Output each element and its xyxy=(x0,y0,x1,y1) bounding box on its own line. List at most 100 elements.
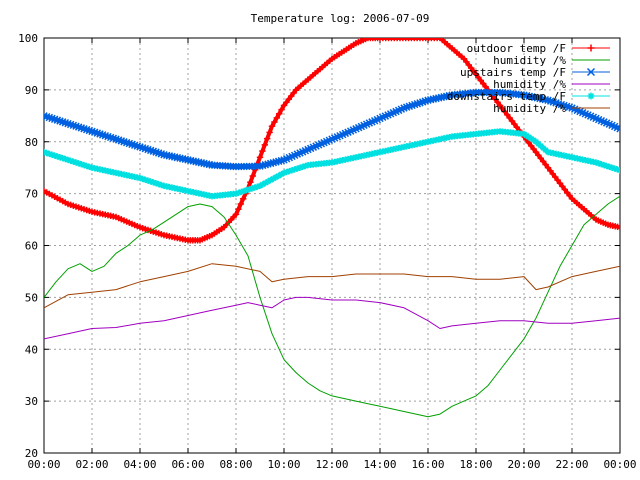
x-tick-label: 16:00 xyxy=(411,458,444,471)
data-point-marker xyxy=(51,152,58,159)
data-point-marker xyxy=(477,88,486,97)
data-point-marker xyxy=(602,119,611,127)
data-point-marker xyxy=(578,108,587,117)
data-point-marker xyxy=(117,137,126,145)
data-point-marker xyxy=(90,128,99,136)
data-point-marker xyxy=(157,150,166,158)
data-point-marker xyxy=(98,131,107,139)
data-point-marker xyxy=(520,91,528,99)
y-tick-label: 80 xyxy=(25,136,38,149)
data-point-marker xyxy=(186,156,195,165)
data-point-marker xyxy=(584,111,592,119)
data-point-marker xyxy=(44,112,51,121)
data-point-marker xyxy=(608,121,616,130)
data-point-marker xyxy=(144,145,152,154)
series-1 xyxy=(44,195,620,418)
legend-label: humidity /% xyxy=(493,78,566,91)
data-point-marker xyxy=(86,164,93,170)
data-point-marker xyxy=(133,142,142,150)
series-0 xyxy=(44,38,620,244)
data-point-marker xyxy=(162,151,171,160)
data-point-marker xyxy=(149,147,158,155)
data-point-marker xyxy=(158,182,165,188)
data-point-marker xyxy=(48,114,56,123)
data-point-marker xyxy=(75,160,82,167)
x-tick-label: 04:00 xyxy=(123,458,156,471)
data-point-marker xyxy=(194,158,203,166)
data-point-marker xyxy=(533,94,542,102)
series-3 xyxy=(44,296,620,340)
data-point-marker xyxy=(546,97,555,105)
data-point-marker xyxy=(81,162,87,168)
data-point-marker xyxy=(128,140,136,149)
data-point-marker xyxy=(138,144,147,152)
data-point-marker xyxy=(490,88,499,97)
data-point-marker xyxy=(617,169,620,174)
grid xyxy=(44,38,620,453)
data-point-marker xyxy=(74,123,83,131)
data-point-marker xyxy=(137,175,143,181)
data-point-marker xyxy=(178,155,187,163)
x-tick-label: 00:00 xyxy=(27,458,60,471)
data-point-marker xyxy=(469,89,478,97)
axes: 00:00 02:00 04:00 06:00 08:00 10:00 12:00 14:00… xyxy=(18,32,636,471)
data-point-marker xyxy=(597,116,606,125)
data-point-marker xyxy=(202,160,211,168)
data-point-marker xyxy=(552,99,560,107)
data-point-marker xyxy=(565,103,574,111)
data-point-marker xyxy=(50,115,59,124)
data-point-marker xyxy=(101,131,110,140)
data-point-marker xyxy=(147,178,154,185)
y-tick-label: 60 xyxy=(25,240,38,253)
data-point-marker xyxy=(472,88,480,97)
series-4 xyxy=(44,128,620,200)
data-point-marker xyxy=(112,135,120,143)
legend-label: humidity /% xyxy=(493,54,566,67)
data-point-marker xyxy=(234,162,243,171)
y-tick-label: 70 xyxy=(25,188,38,201)
data-point-marker xyxy=(153,180,159,187)
data-point-marker xyxy=(176,154,184,162)
x-tick-label: 22:00 xyxy=(555,458,588,471)
data-point-marker xyxy=(49,151,55,158)
x-tick-label: 14:00 xyxy=(363,458,396,471)
data-point-marker xyxy=(617,167,620,172)
y-tick-label: 100 xyxy=(18,32,38,45)
data-point-marker xyxy=(450,91,459,99)
data-point-marker xyxy=(109,134,118,143)
data-point-marker xyxy=(181,155,190,164)
series-2 xyxy=(44,88,620,171)
data-point-marker xyxy=(488,88,496,97)
data-point-marker xyxy=(130,141,139,149)
data-point-marker xyxy=(562,102,571,111)
series-line xyxy=(44,296,620,340)
data-point-marker xyxy=(586,112,595,120)
data-point-marker xyxy=(80,125,88,133)
data-point-marker xyxy=(248,162,256,171)
data-point-marker xyxy=(570,105,579,113)
data-point-marker xyxy=(54,153,61,160)
data-point-marker xyxy=(72,122,80,130)
x-tick-label: 18:00 xyxy=(459,458,492,471)
x-tick-label: 20:00 xyxy=(507,458,540,471)
data-point-marker xyxy=(73,159,79,166)
data-point-marker xyxy=(82,125,91,134)
data-point-marker xyxy=(120,138,128,146)
data-point-marker xyxy=(197,159,206,167)
data-point-marker xyxy=(616,127,620,133)
data-point-marker xyxy=(586,67,596,77)
data-point-marker xyxy=(538,95,547,103)
data-point-marker xyxy=(242,162,251,171)
data-point-marker xyxy=(200,159,208,168)
data-point-marker xyxy=(605,120,614,128)
data-point-marker xyxy=(56,117,64,125)
legend-label: humidity /% xyxy=(493,102,566,115)
data-point-marker xyxy=(554,99,563,108)
data-point-marker xyxy=(142,177,149,183)
data-point-marker xyxy=(592,114,600,123)
data-point-marker xyxy=(610,122,619,131)
data-point-marker xyxy=(448,91,456,99)
y-tick-label: 30 xyxy=(25,395,38,408)
data-point-marker xyxy=(78,161,85,167)
data-point-marker xyxy=(170,153,179,161)
